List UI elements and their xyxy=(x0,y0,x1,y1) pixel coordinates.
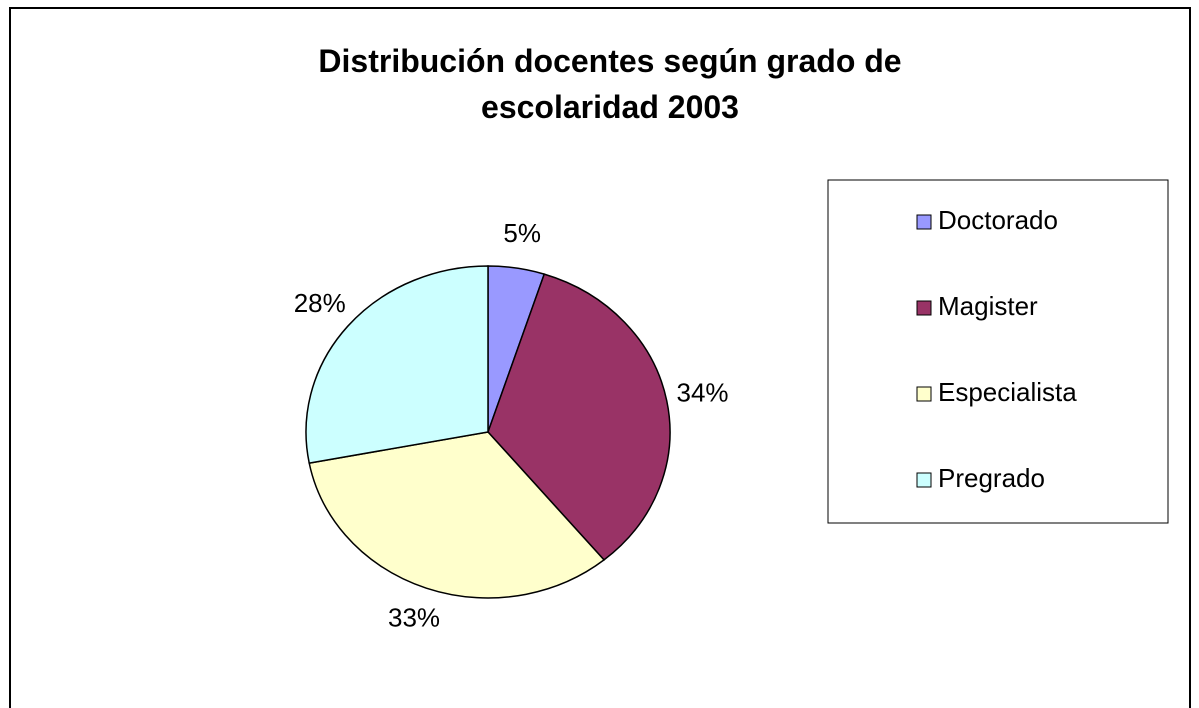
data-label: 5% xyxy=(503,218,541,248)
pie-slice xyxy=(305,265,489,464)
legend-swatch xyxy=(916,300,932,316)
legend-label: Doctorado xyxy=(938,205,1058,235)
legend-label: Magister xyxy=(938,291,1038,321)
chart-frame xyxy=(9,7,1191,708)
legend-label: Pregrado xyxy=(938,463,1045,493)
legend-swatch xyxy=(916,472,932,488)
legend-swatch xyxy=(916,386,932,402)
data-label: 34% xyxy=(677,378,729,408)
pie-slice xyxy=(487,273,671,561)
pie-slice xyxy=(308,431,606,599)
legend-label: Especialista xyxy=(938,377,1077,407)
data-label: 28% xyxy=(294,288,346,318)
data-label: 33% xyxy=(388,602,440,632)
chart-title: Distribución docentes según grado de esc… xyxy=(318,43,902,125)
legend-swatch xyxy=(916,214,932,230)
legend-box xyxy=(827,179,1169,524)
